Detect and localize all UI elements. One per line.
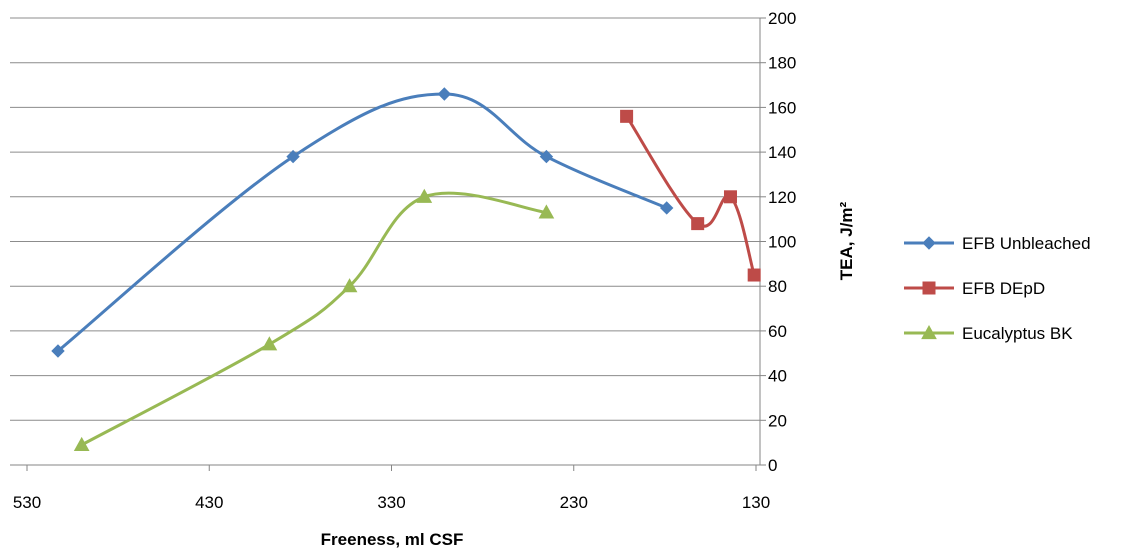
x-tick-label-330: 330 (377, 493, 405, 512)
series-line-efb-depd (625, 115, 756, 276)
y-tick-label-60: 60 (768, 322, 787, 341)
data-point-efb-depd-3 (747, 268, 761, 282)
legend-item-efb-unbleached: EFB Unbleached (904, 234, 1091, 253)
data-point-efb-unbleached-0 (51, 344, 65, 358)
x-tick-label-230: 230 (560, 493, 588, 512)
x-tick-label-430: 430 (195, 493, 223, 512)
legend-marker-efb-unbleached (922, 236, 936, 250)
legend: EFB Unbleached EFB DEpD Eucalyptus BK (904, 234, 1091, 343)
data-point-efb-unbleached-3 (539, 149, 554, 164)
data-point-eucalyptus-bk-2 (341, 278, 358, 293)
legend-label-efb-depd: EFB DEpD (962, 279, 1045, 298)
series-line-eucalyptus-bk (80, 191, 547, 447)
plot-series (51, 87, 761, 451)
y-tick-label-80: 80 (768, 277, 787, 296)
series-efb-depd (620, 109, 761, 282)
data-point-efb-unbleached-1 (286, 149, 300, 164)
legend-marker-efb-depd (922, 281, 936, 295)
y-tick-label-120: 120 (768, 188, 796, 207)
data-point-efb-depd-0 (620, 109, 634, 123)
legend-label-eucalyptus-bk: Eucalyptus BK (962, 324, 1073, 343)
x-axis-title: Freeness, ml CSF (321, 530, 464, 549)
legend-item-efb-depd: EFB DEpD (904, 279, 1045, 298)
y-tick-label-160: 160 (768, 98, 796, 117)
y-axis-title: TEA, J/m² (837, 201, 856, 280)
data-point-efb-unbleached-4 (659, 201, 674, 215)
data-point-eucalyptus-bk-1 (261, 336, 278, 351)
y-tick-label-20: 20 (768, 411, 787, 430)
data-point-efb-depd-2 (723, 190, 737, 204)
y-tick-label-100: 100 (768, 233, 796, 252)
series-efb-unbleached (51, 87, 674, 358)
data-point-eucalyptus-bk-3 (416, 188, 433, 203)
gridlines (10, 17, 760, 421)
axes: 0 20 40 60 80 100 120 140 160 180 200 530 430 330 230 1… (10, 9, 796, 512)
data-point-eucalyptus-bk-0 (73, 436, 90, 451)
legend-marker-eucalyptus-bk (921, 324, 937, 340)
y-tick-label-200: 200 (768, 9, 796, 28)
data-point-efb-depd-1 (691, 217, 705, 231)
legend-label-efb-unbleached: EFB Unbleached (962, 234, 1091, 253)
y-tick-label-40: 40 (768, 367, 787, 386)
data-point-eucalyptus-bk-4 (538, 204, 555, 219)
legend-item-eucalyptus-bk: Eucalyptus BK (904, 324, 1073, 343)
y-tick-label-180: 180 (768, 54, 796, 73)
x-tick-label-130: 130 (742, 493, 770, 512)
series-line-efb-unbleached (57, 92, 668, 353)
y-tick-label-140: 140 (768, 143, 796, 162)
x-tick-label-530: 530 (13, 493, 41, 512)
series-eucalyptus-bk (73, 188, 555, 451)
data-point-efb-unbleached-2 (437, 87, 452, 101)
y-tick-label-0: 0 (768, 456, 777, 475)
